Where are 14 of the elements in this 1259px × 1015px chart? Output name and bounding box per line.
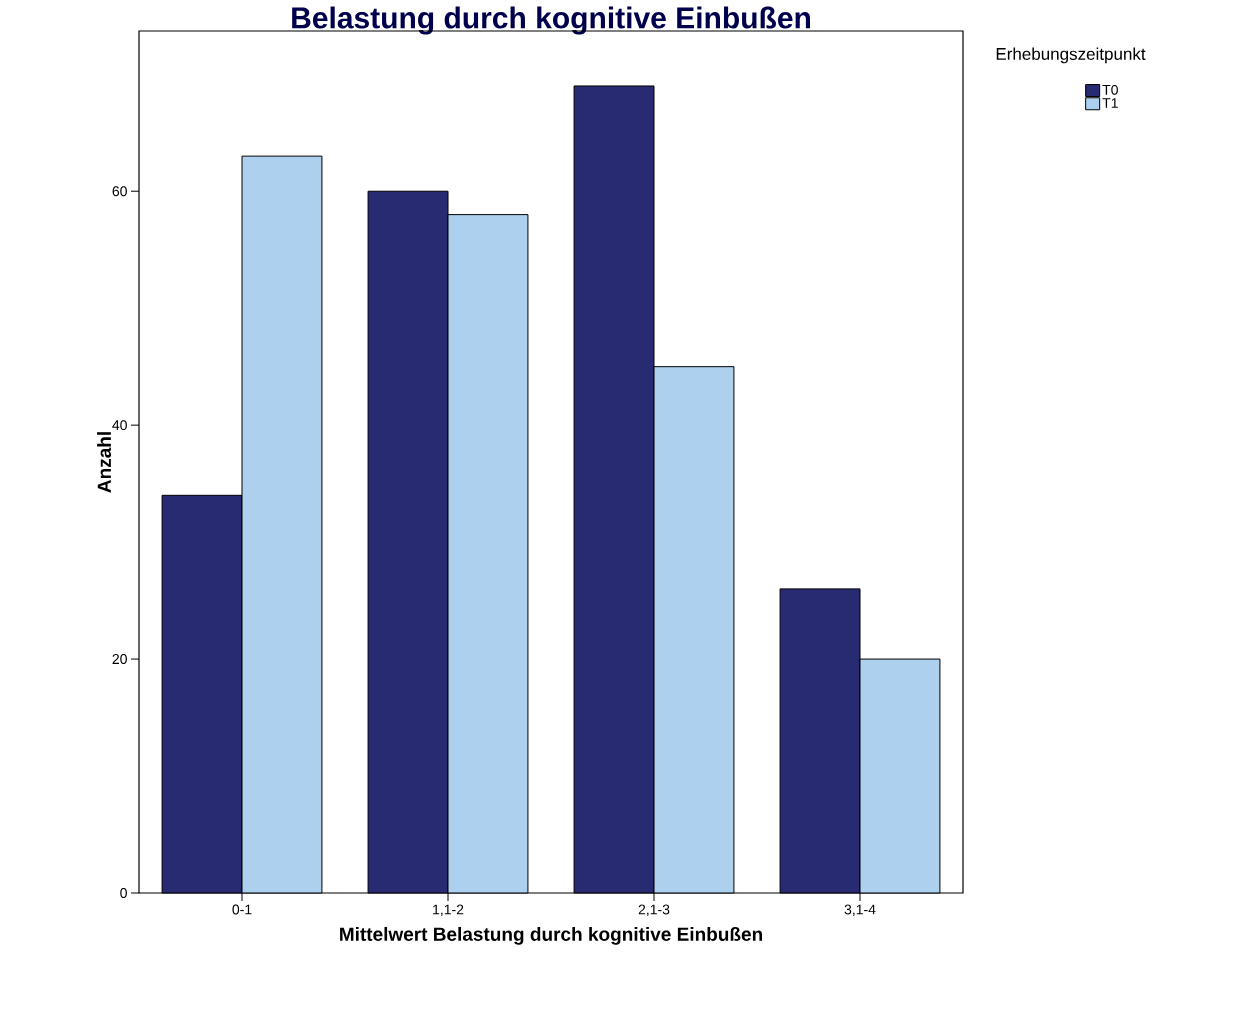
legend-label: T1 (1102, 98, 1118, 108)
chart-title: Belastung durch kognitive Einbußen (292, 6, 811, 35)
y-tick-label: 20 (112, 654, 127, 665)
y-tick-label: 40 (112, 420, 127, 431)
y-tick-label: 60 (112, 186, 127, 197)
y-axis-title: Anzahl (97, 432, 112, 493)
x-tick-label: 2,1-3 (638, 904, 670, 917)
x-tick-label: 0-1 (232, 904, 252, 915)
legend-label: T0 (1102, 84, 1118, 95)
legend-title: Erhebungszeitpunkt (996, 47, 1146, 64)
x-axis-title: Mittelwert Belastung durch kognitive Einbußen (340, 926, 763, 945)
x-tick-label: 1,1-2 (433, 904, 464, 917)
y-tick-label: 0 (120, 888, 127, 898)
x-tick-label: 3,1-4 (844, 904, 876, 917)
